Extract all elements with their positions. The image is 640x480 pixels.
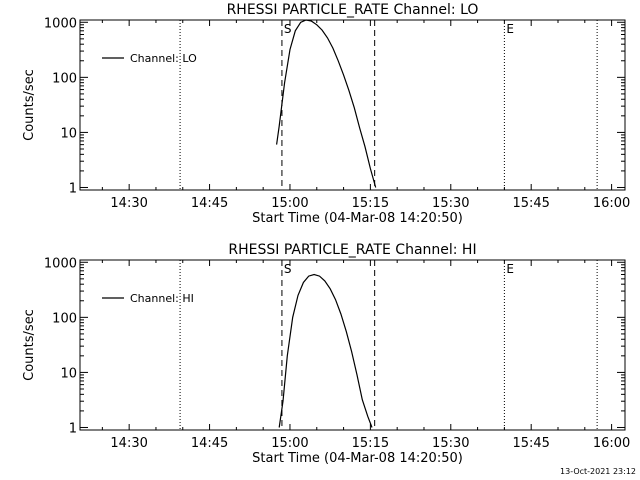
panel-1-marker-label: E [506,22,514,36]
panel-2-marker-label: E [506,262,514,276]
panel-2-axes-frame [79,259,626,431]
panel-1-x-tick-label: 14:30 [110,196,147,211]
panel-2-x-tick-label: 15:15 [352,436,389,451]
panel-1-x-tick-label: 15:30 [432,196,469,211]
panel-1-y-tick-label: 100 [52,71,77,86]
panel-1-x-tick-label: 14:45 [191,196,228,211]
panel-2-x-tick-label: 14:45 [191,436,228,451]
panel-2-series-line [278,273,373,428]
panel-1-y-tick-label: 10 [60,126,77,141]
panel-1-title: RHESSI PARTICLE_RATE Channel: LO [227,2,479,18]
panel-2-x-tick-label: 15:30 [432,436,469,451]
panel-2-x-tick-label: 15:45 [512,436,549,451]
panel-2-x-tick-label: 14:30 [110,436,147,451]
panel-1-y-tick-label: 1000 [44,16,77,31]
panel-2-y-tick-label: 100 [52,311,77,326]
panel-2-title: RHESSI PARTICLE_RATE Channel: HI [228,242,476,258]
panel-2-legend-label: Channel: HI [130,292,194,305]
panel-1-x-tick-label: 15:15 [352,196,389,211]
panel-2: RHESSI PARTICLE_RATE Channel: HI 14:30 14:… [22,242,630,466]
panel-1-y-tick-label: 1 [69,181,77,196]
panel-1-x-tick-label: 16:00 [593,196,630,211]
panel-2-x-axis-label: Start Time (04-Mar-08 14:20:50) [252,451,463,466]
panel-1: RHESSI PARTICLE_RATE Channel: LO 14:30 14:… [22,2,630,226]
panel-1-marker-label: S [284,22,292,36]
panel-2-marker-label: S [284,262,292,276]
panel-2-y-tick-label: 1 [69,421,77,436]
panel-1-x-tick-label: 15:00 [271,196,308,211]
panel-2-y-tick-label: 10 [60,366,77,381]
panel-2-y-axis-label: Counts/sec [22,309,37,381]
generation-timestamp: 13-Oct-2021 23:12 [560,467,636,476]
panel-2-x-tick-label: 16:00 [593,436,630,451]
panel-1-y-axis-label: Counts/sec [22,69,37,141]
panel-1-x-axis-label: Start Time (04-Mar-08 14:20:50) [252,211,463,226]
panel-1-series-line [276,19,377,188]
panel-2-x-tick-label: 15:00 [271,436,308,451]
panel-1-axes-frame [79,19,626,191]
panel-2-y-tick-label: 1000 [44,256,77,271]
panel-1-legend-label: Channel: LO [130,52,197,65]
panel-1-x-tick-label: 15:45 [512,196,549,211]
